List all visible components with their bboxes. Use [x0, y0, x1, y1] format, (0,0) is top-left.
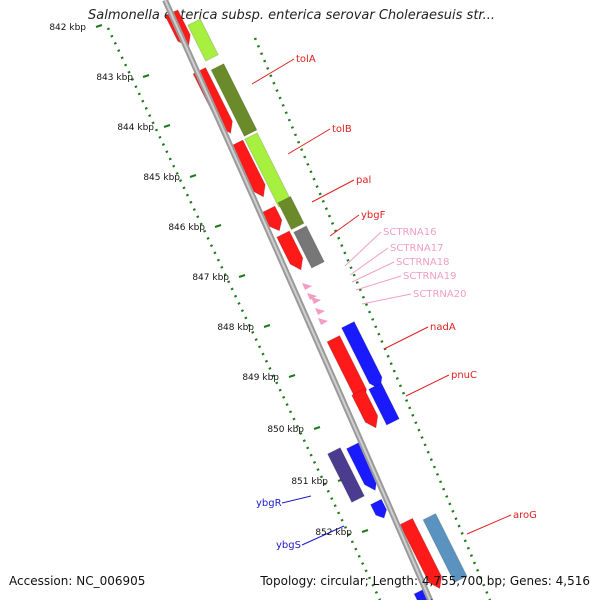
label-leader-line [383, 326, 429, 350]
gene-block-blue [369, 498, 388, 519]
outer-scale-line [253, 37, 492, 600]
scale-ticks [95, 24, 369, 533]
label-leader-line [301, 525, 345, 546]
gene-label-ybgf: ybgF [361, 210, 386, 221]
rna-mark [311, 297, 321, 304]
gene-block-blue [368, 382, 400, 426]
label-leader-line [351, 261, 395, 283]
scale-tick [95, 24, 103, 28]
scale-tick-label: 846 kbp [168, 223, 205, 233]
gene-block-olive [210, 63, 258, 137]
scale-tick-label: 843 kbp [96, 73, 133, 83]
gene-label-sctrna18: SCTRNA18 [396, 257, 449, 268]
scale-tick [313, 426, 321, 430]
rna-mark [307, 293, 317, 300]
gene-block-navy [326, 447, 366, 503]
scale-tick-label: 849 kbp [242, 373, 279, 383]
gene-label-tola: tolA [296, 54, 316, 65]
rna-mark [302, 283, 312, 290]
genome-title: Salmonella enterica subsp. enterica sero… [88, 8, 495, 23]
gene-block-steel [422, 512, 468, 584]
scale-tick [361, 529, 369, 533]
label-leader-line [355, 275, 402, 291]
rna-mark [315, 308, 325, 315]
gene-label-sctrna20: SCTRNA20 [413, 289, 466, 300]
gene-label-ybgr: ybgR [256, 498, 282, 509]
scale-tick-label: 851 kbp [291, 477, 328, 487]
label-leader-line [361, 293, 412, 305]
label-leader-line [344, 231, 382, 267]
scale-tick-label: 847 kbp [192, 273, 229, 283]
scale-tick [142, 74, 150, 78]
labels: 842 kbp 843 kbp 844 kbp 845 kbp 846 kbp 847 k… [49, 23, 537, 551]
gene-block-red [399, 517, 443, 590]
backbone [162, 0, 433, 600]
gene-label-sctrna16: SCTRNA16 [383, 227, 436, 238]
scale-tick [263, 324, 271, 328]
gene-label-arog: aroG [513, 510, 537, 521]
backbone-highlight [164, 0, 431, 600]
label-leader-line [281, 495, 312, 504]
gene-label-ybgs: ybgS [276, 540, 301, 551]
gene-label-pnuc: pnuC [451, 370, 477, 381]
gene-block-lime [187, 18, 219, 62]
scale-tick [214, 224, 222, 228]
gene-block-red [351, 388, 379, 429]
label-leader-line [349, 247, 389, 276]
gene-block-olive [277, 195, 305, 231]
label-leader-line [329, 214, 360, 237]
genome-stats-text: Topology: circular; Length: 4,755,700 bp… [260, 574, 590, 588]
inner-scale-line [106, 27, 382, 600]
label-leader-line [287, 128, 331, 155]
label-leader-line [311, 179, 355, 203]
label-leader-line [251, 58, 295, 85]
scale-tick-label: 848 kbp [217, 323, 254, 333]
scale-tick-label: 852 kbp [315, 528, 352, 538]
scale-tick-label: 845 kbp [143, 173, 180, 183]
gene-label-pal: pal [356, 175, 371, 186]
gene-label-nada: nadA [430, 322, 456, 333]
scale-tick [238, 274, 246, 278]
rna-mark [318, 318, 328, 325]
scale-tick-label: 850 kbp [267, 425, 304, 435]
label-leaders [251, 58, 512, 546]
scale-tick-label: 844 kbp [117, 123, 154, 133]
accession-text: Accession: NC_006905 [9, 574, 146, 588]
gene-block-blue [345, 441, 378, 492]
label-leader-line [466, 514, 512, 535]
gene-block-red [276, 230, 304, 271]
gene-block-gray [293, 225, 325, 269]
scale-tick [288, 374, 296, 378]
gene-label-tolb: tolB [332, 124, 352, 135]
scale-tick [163, 124, 171, 128]
gene-label-sctrna17: SCTRNA17 [390, 243, 443, 254]
scale-tick [189, 174, 197, 178]
scale-dots [106, 27, 492, 600]
gene-label-sctrna19: SCTRNA19 [403, 271, 456, 282]
label-leader-line [405, 374, 450, 397]
scale-tick-label: 842 kbp [49, 23, 86, 33]
